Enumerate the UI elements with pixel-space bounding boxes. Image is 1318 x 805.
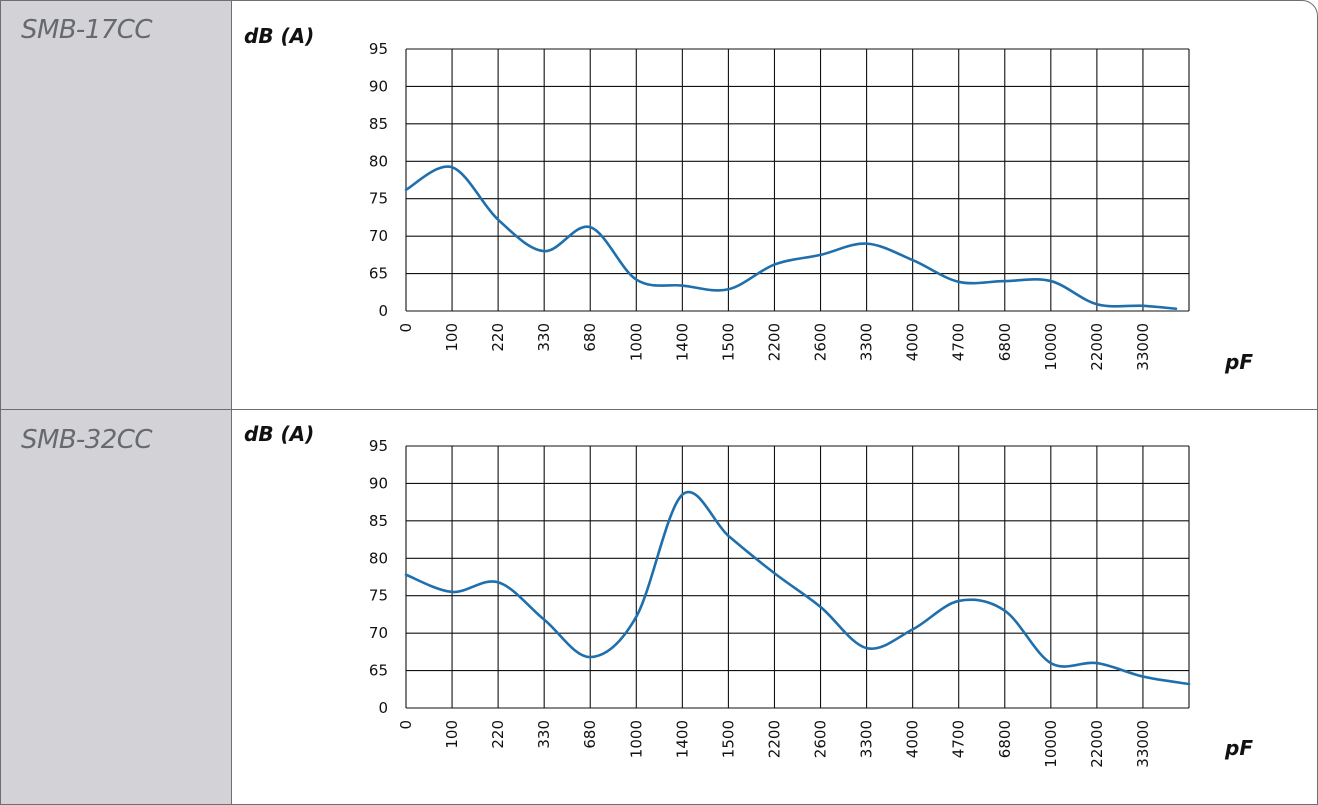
x-tick-label: 22000	[1088, 323, 1106, 371]
x-tick-label: 4000	[904, 720, 922, 758]
model-label-column	[1, 1, 232, 804]
x-tick-label: 1500	[719, 323, 737, 361]
x-tick-label: 1400	[673, 323, 691, 361]
x-axis-label: pF	[1224, 350, 1253, 374]
y-tick-label: 0	[378, 302, 388, 320]
x-tick-label: 220	[489, 323, 507, 352]
y-tick-label: 65	[369, 265, 388, 283]
y-tick-label: 95	[369, 40, 388, 58]
y-tick-label: 80	[369, 549, 388, 567]
x-tick-label: 100	[443, 323, 461, 352]
y-axis-label: dB (A)	[244, 422, 314, 446]
x-tick-label: 1400	[673, 720, 691, 758]
y-tick-label: 90	[369, 77, 388, 95]
y-tick-label: 70	[369, 227, 388, 245]
x-tick-label: 33000	[1134, 720, 1152, 768]
x-tick-label: 33000	[1134, 323, 1152, 371]
model-name-1: SMB-17CC	[21, 15, 153, 45]
x-tick-label: 1000	[627, 720, 645, 758]
x-tick-label: 0	[397, 323, 415, 333]
x-tick-label: 6800	[996, 720, 1014, 758]
x-tick-label: 10000	[1042, 323, 1060, 371]
x-tick-label: 330	[535, 720, 553, 749]
x-tick-label: 680	[581, 323, 599, 352]
y-tick-label: 65	[369, 662, 388, 680]
x-axis-label: pF	[1224, 736, 1253, 760]
y-tick-label: 0	[378, 699, 388, 717]
y-tick-label: 75	[369, 587, 388, 605]
x-tick-label: 22000	[1088, 720, 1106, 768]
x-tick-label: 2600	[812, 720, 830, 758]
x-tick-label: 1500	[719, 720, 737, 758]
x-tick-label: 10000	[1042, 720, 1060, 768]
x-tick-label: 3300	[858, 323, 876, 361]
y-axis-label: dB (A)	[244, 24, 314, 48]
row-divider	[1, 409, 1317, 410]
x-tick-label: 2600	[812, 323, 830, 361]
x-tick-label: 220	[489, 720, 507, 749]
x-tick-label: 4700	[950, 323, 968, 361]
x-tick-label: 100	[443, 720, 461, 749]
y-tick-label: 75	[369, 190, 388, 208]
y-tick-label: 70	[369, 624, 388, 642]
x-tick-label: 330	[535, 323, 553, 352]
x-tick-label: 0	[397, 720, 415, 730]
x-tick-label: 680	[581, 720, 599, 749]
x-tick-label: 6800	[996, 323, 1014, 361]
y-tick-label: 80	[369, 152, 388, 170]
y-tick-label: 85	[369, 512, 388, 530]
x-tick-label: 2200	[765, 720, 783, 758]
x-tick-label: 2200	[765, 323, 783, 361]
y-tick-label: 95	[369, 437, 388, 455]
y-tick-label: 90	[369, 474, 388, 492]
x-tick-label: 4700	[950, 720, 968, 758]
y-tick-label: 85	[369, 115, 388, 133]
model-name-2: SMB-32CC	[21, 425, 153, 455]
x-tick-label: 1000	[627, 323, 645, 361]
x-tick-label: 4000	[904, 323, 922, 361]
series-line	[404, 165, 1178, 311]
x-tick-label: 3300	[858, 720, 876, 758]
